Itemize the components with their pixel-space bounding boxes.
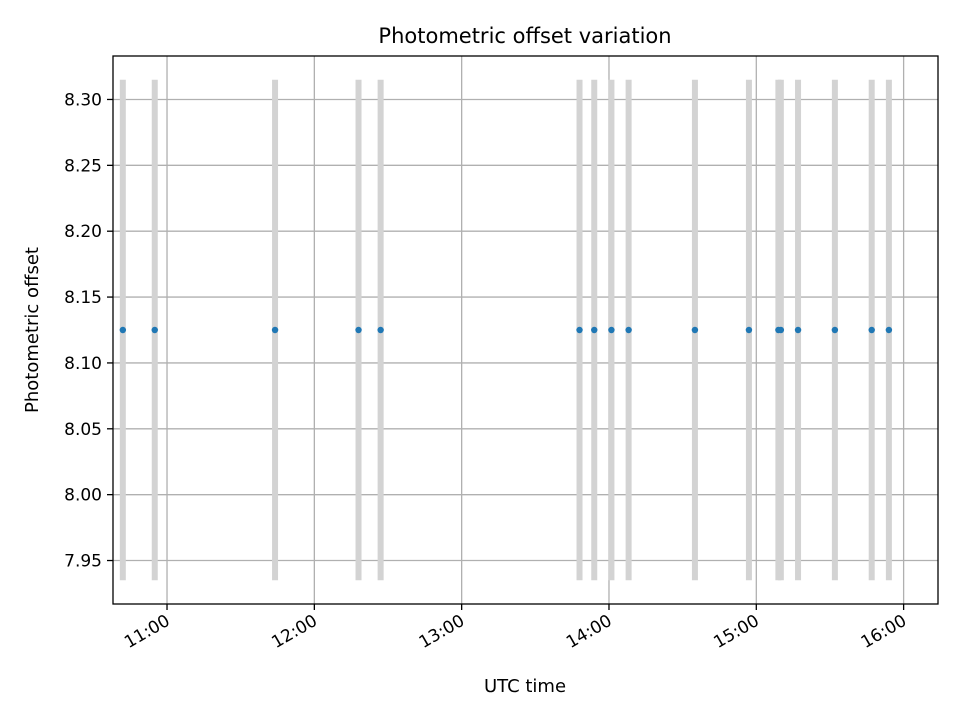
data-point (591, 326, 598, 334)
data-point (377, 326, 384, 334)
data-point (777, 326, 785, 334)
x-axis-title: UTC time (484, 676, 566, 697)
y-tick-label: 8.25 (64, 156, 102, 176)
data-point (794, 326, 802, 334)
y-tick-label: 8.10 (64, 354, 102, 374)
y-tick-label: 8.30 (64, 90, 102, 110)
data-point (831, 326, 839, 334)
data-point (745, 326, 753, 334)
plot-frame (112, 55, 939, 605)
y-tick-label: 7.95 (64, 552, 102, 572)
y-tick-label: 8.05 (64, 420, 102, 440)
data-point (885, 326, 893, 334)
data-points (119, 326, 893, 334)
data-point (868, 326, 875, 334)
chart-title: Photometric offset variation (378, 24, 671, 48)
data-point (691, 326, 699, 334)
y-tick-label: 8.15 (64, 288, 102, 308)
data-point (608, 326, 615, 334)
data-point (576, 326, 583, 334)
y-tick-label: 8.20 (64, 222, 102, 242)
data-point (271, 326, 279, 334)
y-axis: 7.95 8.00 8.05 8.10 8.15 8.20 8.25 8.30 (64, 90, 113, 572)
y-tick-label: 8.00 (64, 486, 102, 506)
data-point (355, 326, 362, 334)
data-point (151, 326, 158, 334)
data-point (625, 326, 632, 334)
y-axis-title: Photometric offset (22, 247, 43, 413)
data-point (119, 326, 127, 334)
